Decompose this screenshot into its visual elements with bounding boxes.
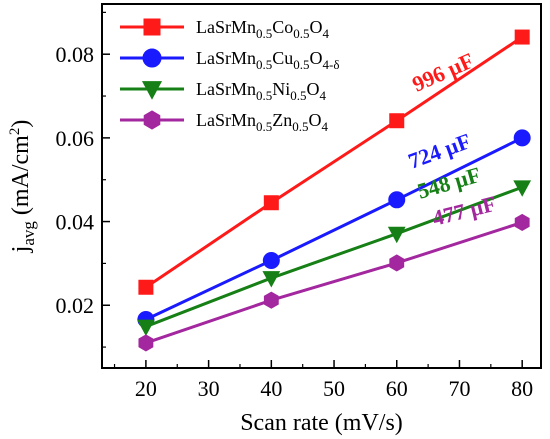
series-3 xyxy=(137,180,532,337)
legend-label: LaSrMn0.5Cu0.5O4-δ xyxy=(196,48,339,72)
data-point xyxy=(513,180,532,197)
data-point xyxy=(514,29,530,45)
data-point xyxy=(388,191,406,209)
y-tick-labels: 0.02 0.04 0.06 0.08 xyxy=(56,42,95,318)
x-tick-label: 70 xyxy=(448,376,470,401)
data-point xyxy=(263,195,279,211)
y-tick-label: 0.06 xyxy=(56,126,95,151)
legend: LaSrMn0.5Co0.5O4 LaSrMn0.5Cu0.5O4-δ LaSrMn… xyxy=(120,17,339,134)
series-line xyxy=(145,185,523,328)
legend-marker xyxy=(143,110,161,130)
data-point xyxy=(263,291,279,309)
x-tick-label: 40 xyxy=(260,376,282,401)
series-line xyxy=(145,35,524,289)
plot-frame xyxy=(101,3,542,369)
y-tick-label: 0.08 xyxy=(56,42,95,67)
x-tick-label: 80 xyxy=(511,376,533,401)
data-point xyxy=(262,251,280,269)
y-tick-label: 0.02 xyxy=(56,293,95,318)
data-point xyxy=(138,279,154,295)
legend-entry: LaSrMn0.5Co0.5O4 xyxy=(120,17,330,41)
legend-entry: LaSrMn0.5Zn0.5O4 xyxy=(120,110,329,134)
data-point xyxy=(513,129,531,147)
data-point xyxy=(137,319,155,337)
data-point xyxy=(262,271,281,288)
x-tick-label: 20 xyxy=(135,376,157,401)
x-tick-label: 30 xyxy=(198,376,220,401)
legend-entry: LaSrMn0.5Cu0.5O4-δ xyxy=(120,48,339,72)
data-point xyxy=(514,213,530,231)
series-2 xyxy=(137,129,531,328)
x-axis-label: Scan rate (mV/s) xyxy=(240,410,403,436)
data-point xyxy=(389,254,405,272)
legend-label: LaSrMn0.5Co0.5O4 xyxy=(196,17,330,41)
series-layer xyxy=(137,29,532,352)
legend-marker xyxy=(143,18,161,36)
x-tick-label: 50 xyxy=(323,376,345,401)
legend-entry: LaSrMn0.5Ni0.5O4 xyxy=(120,79,327,103)
legend-label: LaSrMn0.5Ni0.5O4 xyxy=(196,79,327,103)
legend-label: LaSrMn0.5Zn0.5O4 xyxy=(196,110,329,134)
series-4 xyxy=(138,213,530,352)
y-axis-label: javg (mA/cm2) xyxy=(7,120,38,254)
legend-marker xyxy=(141,81,163,100)
data-point xyxy=(389,113,405,129)
legend-marker xyxy=(142,48,162,68)
series-line xyxy=(145,220,523,345)
y-tick-label: 0.04 xyxy=(56,210,95,235)
series-line xyxy=(145,136,523,321)
data-point xyxy=(387,226,406,244)
data-point xyxy=(138,334,154,352)
x-tick-labels: 20 30 40 50 60 70 80 xyxy=(135,376,533,401)
series-1 xyxy=(138,29,530,295)
x-tick-label: 60 xyxy=(386,376,408,401)
